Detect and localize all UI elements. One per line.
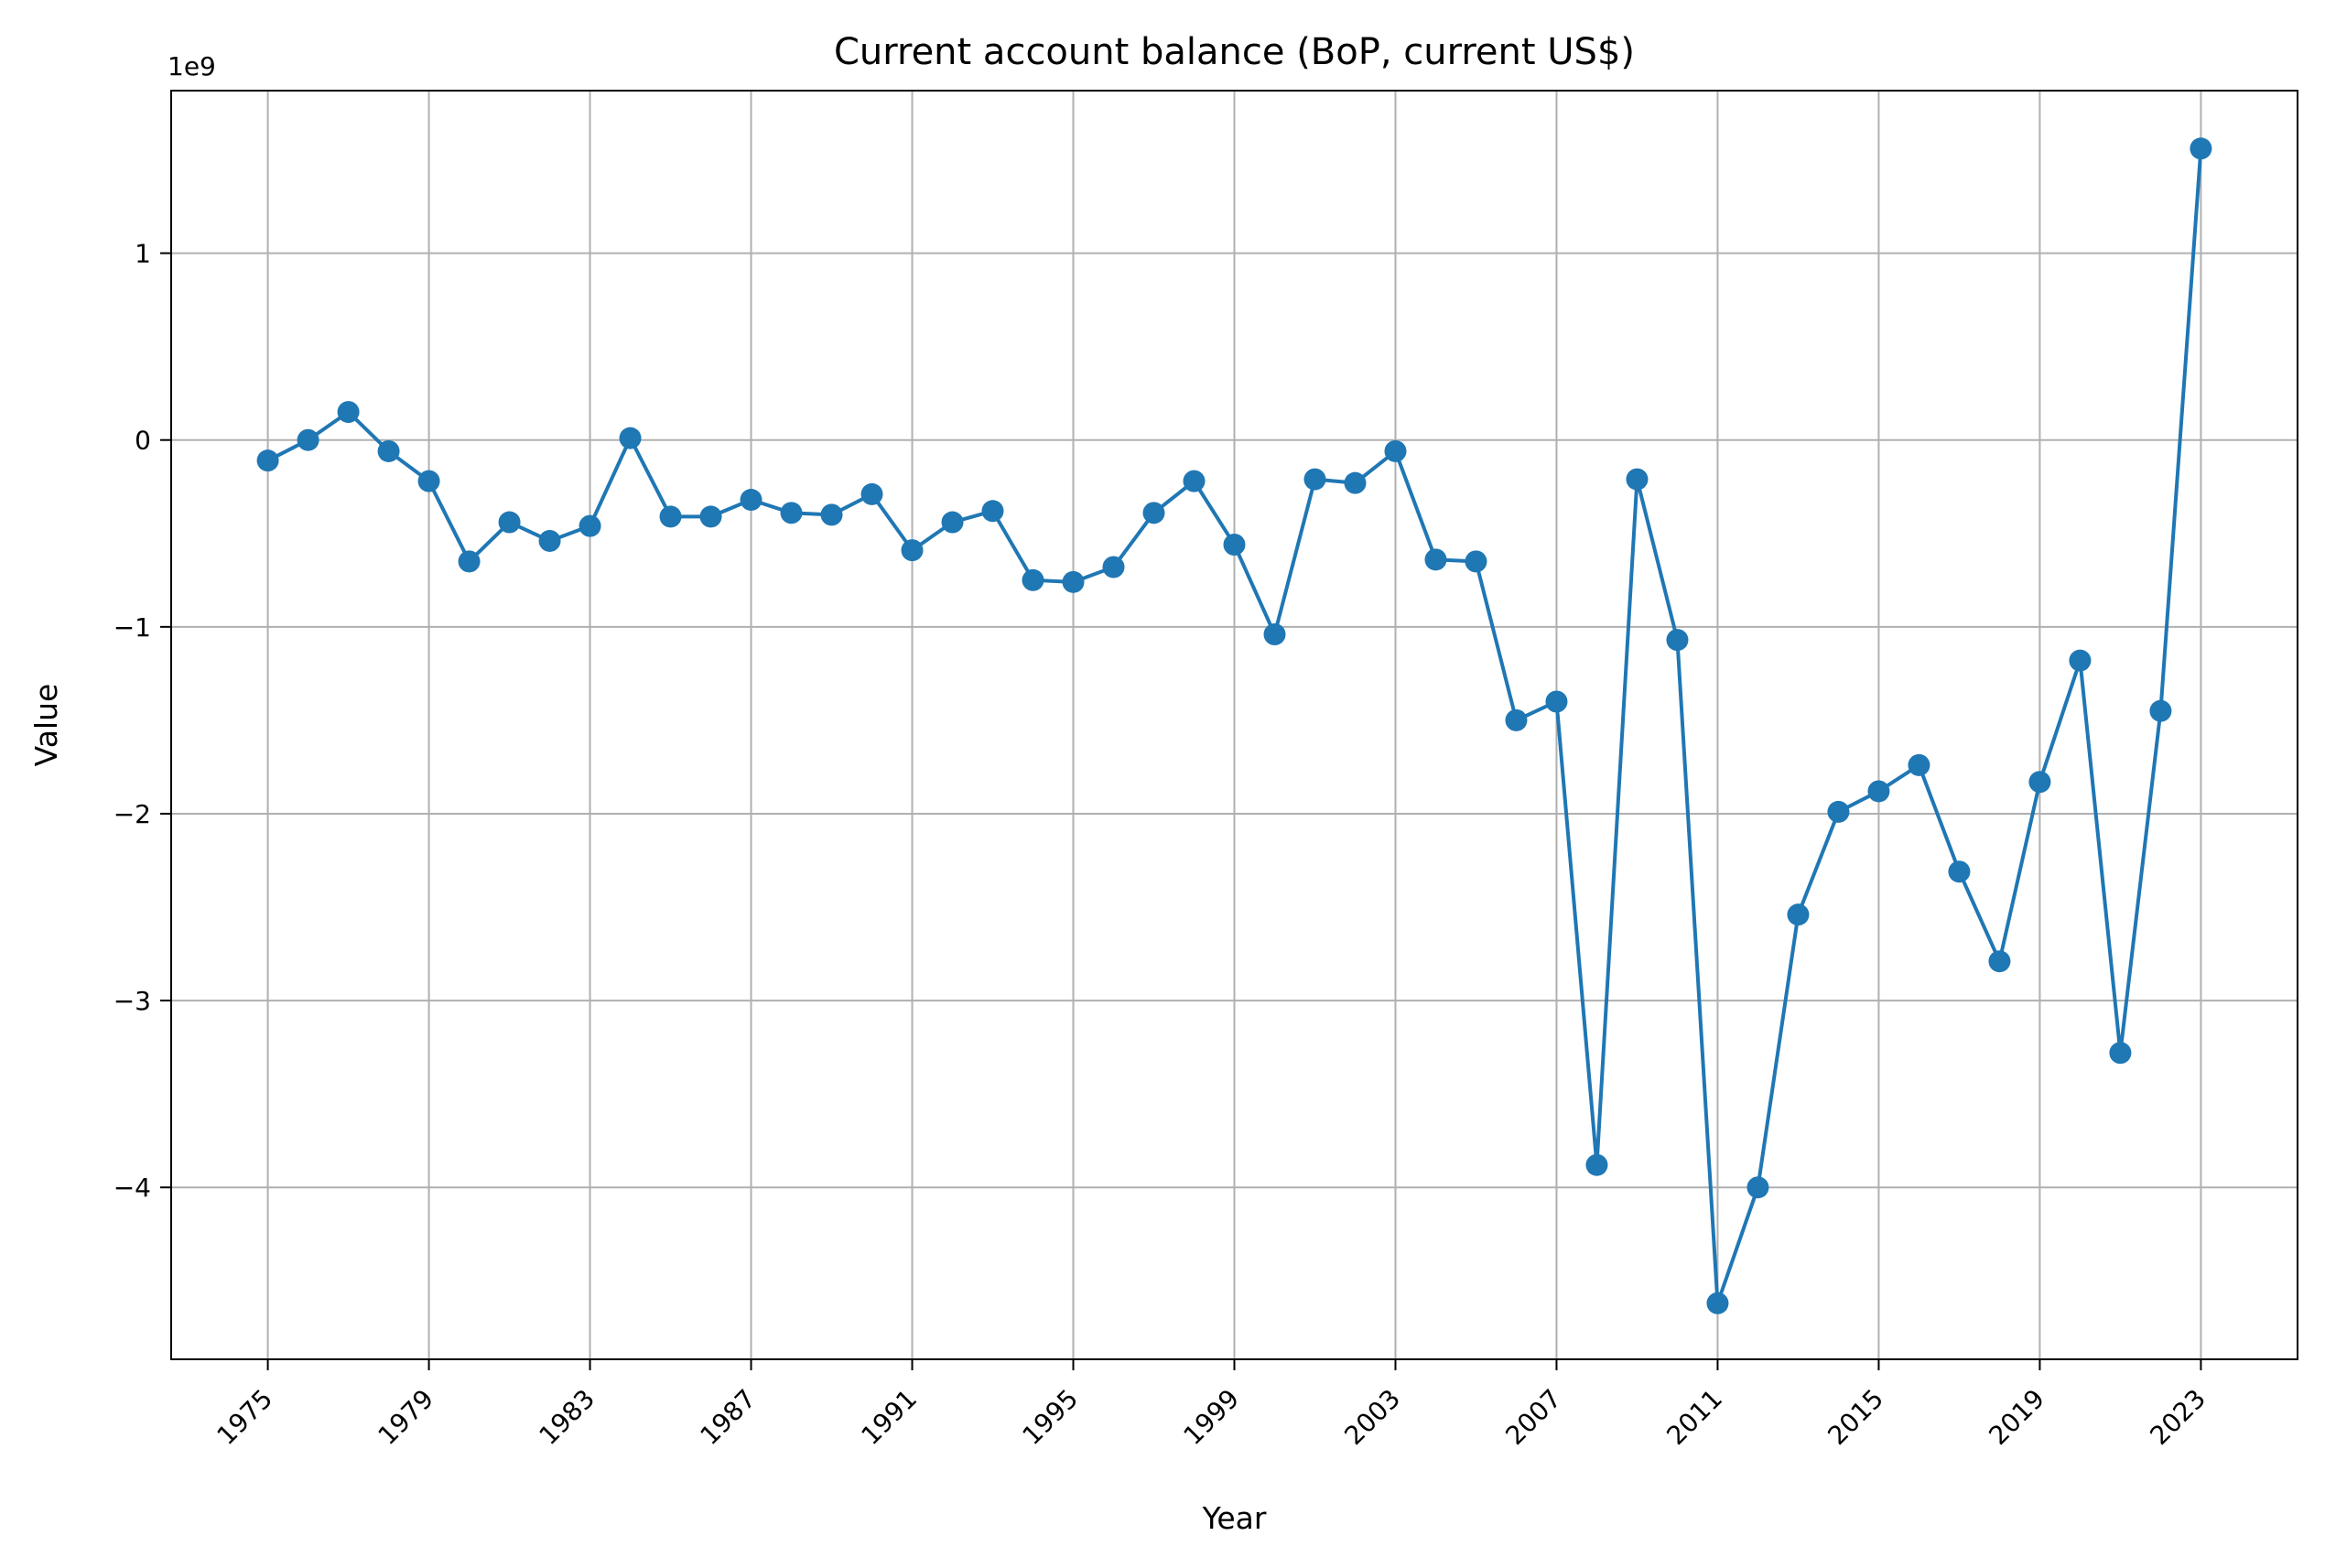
data-point bbox=[1223, 534, 1246, 557]
data-point bbox=[2028, 771, 2051, 794]
data-point bbox=[699, 505, 722, 528]
data-point bbox=[1626, 468, 1649, 491]
data-point bbox=[1384, 439, 1407, 462]
data-point bbox=[538, 529, 561, 552]
x-tick-label: 2023 bbox=[2144, 1383, 2211, 1451]
y-tick-label: −4 bbox=[114, 1173, 151, 1203]
y-tick-label: −3 bbox=[114, 986, 151, 1016]
x-tick-label: 2011 bbox=[1660, 1383, 1728, 1451]
y-axis-label: Value bbox=[28, 684, 64, 767]
data-point bbox=[1827, 800, 1850, 823]
x-axis-ticks: 1975 1979 1983 1987 1991 1995 1999 2003 2007 2011… bbox=[211, 1359, 2211, 1451]
data-point bbox=[1102, 556, 1125, 579]
x-tick-label: 1979 bbox=[373, 1383, 440, 1451]
y-tick-label: 1 bbox=[135, 239, 151, 269]
data-point bbox=[2149, 699, 2172, 722]
data-point bbox=[2069, 649, 2092, 672]
data-point bbox=[1666, 629, 1689, 652]
data-point bbox=[1424, 548, 1447, 571]
data-point bbox=[1585, 1153, 1608, 1176]
data-point bbox=[2190, 137, 2212, 160]
data-point bbox=[1787, 903, 1810, 926]
y-tick-label: −1 bbox=[114, 612, 151, 643]
data-point bbox=[1988, 950, 2011, 973]
data-point bbox=[1746, 1176, 1769, 1199]
data-point bbox=[740, 489, 762, 512]
data-point bbox=[1545, 690, 1568, 713]
x-tick-label: 1975 bbox=[211, 1383, 279, 1451]
y-tick-label: 0 bbox=[135, 426, 151, 456]
series-markers bbox=[256, 137, 2212, 1314]
data-point bbox=[297, 428, 319, 451]
data-point bbox=[417, 470, 440, 492]
data-point bbox=[1706, 1292, 1729, 1314]
chart-title: Current account balance (BoP, current US… bbox=[834, 31, 1635, 73]
data-point bbox=[1505, 708, 1528, 731]
data-point bbox=[1263, 623, 1286, 645]
x-axis-label: Year bbox=[1202, 1500, 1267, 1536]
x-tick-label: 1999 bbox=[1177, 1383, 1245, 1451]
x-tick-label: 1983 bbox=[533, 1383, 600, 1451]
data-point bbox=[256, 449, 279, 472]
data-point bbox=[1344, 471, 1367, 494]
x-tick-label: 2015 bbox=[1822, 1383, 1889, 1451]
data-point bbox=[941, 511, 964, 534]
grid-lines bbox=[171, 91, 2298, 1359]
data-point bbox=[659, 505, 682, 528]
y-axis-offset-label: 1e9 bbox=[168, 51, 216, 81]
data-point bbox=[377, 439, 400, 462]
data-point bbox=[1183, 470, 1206, 492]
data-point bbox=[1022, 568, 1044, 591]
data-point bbox=[860, 482, 883, 505]
x-tick-label: 2019 bbox=[1983, 1383, 2050, 1451]
data-point bbox=[1062, 570, 1085, 593]
y-axis-ticks: 1 0 −1 −2 −3 −4 bbox=[114, 239, 171, 1203]
data-point bbox=[820, 503, 843, 526]
data-point bbox=[498, 511, 521, 534]
data-point bbox=[981, 500, 1004, 523]
data-point bbox=[1867, 780, 1890, 803]
x-tick-label: 1987 bbox=[694, 1383, 762, 1451]
data-point bbox=[2109, 1042, 2132, 1065]
data-point bbox=[901, 539, 924, 562]
x-tick-label: 1995 bbox=[1016, 1383, 1084, 1451]
data-point bbox=[458, 550, 481, 573]
data-point bbox=[337, 401, 360, 424]
data-point bbox=[1303, 468, 1326, 491]
x-tick-label: 2003 bbox=[1338, 1383, 1406, 1451]
data-point bbox=[579, 514, 601, 537]
y-tick-label: −2 bbox=[114, 799, 151, 829]
data-point bbox=[780, 502, 803, 524]
data-point bbox=[1948, 860, 1971, 883]
data-point bbox=[1465, 550, 1487, 573]
data-point bbox=[1908, 753, 1930, 776]
data-point bbox=[1142, 502, 1165, 524]
x-tick-label: 1991 bbox=[855, 1383, 923, 1451]
data-point bbox=[619, 427, 642, 449]
x-tick-label: 2007 bbox=[1499, 1383, 1567, 1451]
